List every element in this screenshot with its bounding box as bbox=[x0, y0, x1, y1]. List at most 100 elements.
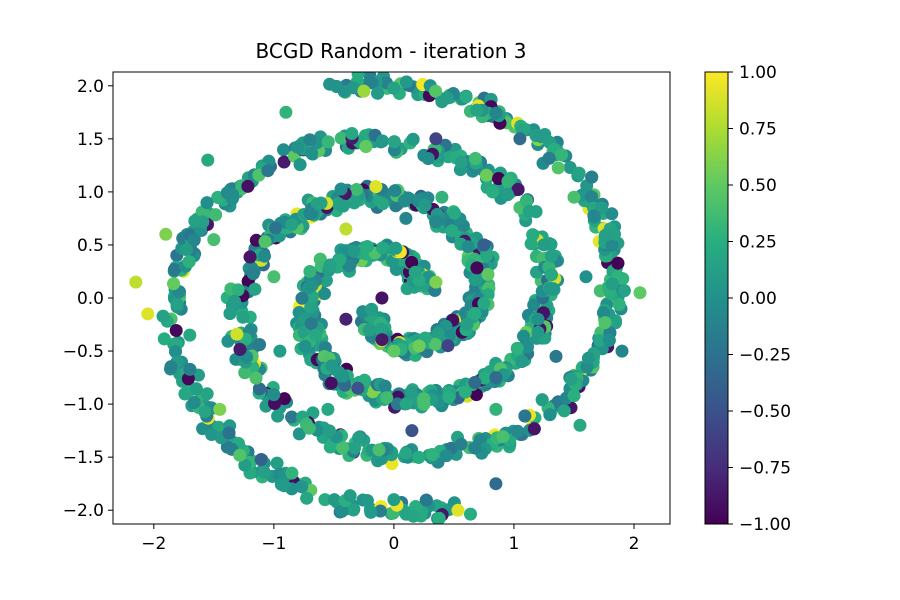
scatter-point bbox=[527, 422, 541, 436]
scatter-point bbox=[350, 183, 364, 196]
scatter-point bbox=[221, 334, 235, 348]
scatter-point bbox=[468, 307, 482, 320]
scatter-point bbox=[478, 371, 491, 385]
scatter-point bbox=[605, 238, 619, 252]
scatter-point bbox=[605, 207, 619, 221]
scatter-point bbox=[593, 333, 607, 347]
scatter-point bbox=[261, 164, 275, 178]
scatter-point bbox=[357, 84, 371, 98]
scatter-point bbox=[428, 337, 442, 351]
scatter-point bbox=[531, 325, 545, 339]
scatter-point bbox=[468, 152, 482, 165]
scatter-point bbox=[369, 180, 383, 194]
scatter-point bbox=[432, 511, 446, 524]
scatter-point bbox=[200, 387, 214, 401]
scatter-point bbox=[598, 228, 612, 242]
y-tick-label: −1.0 bbox=[63, 395, 104, 415]
scatter-point bbox=[365, 76, 379, 90]
scatter-point bbox=[141, 307, 155, 321]
scatter-point bbox=[270, 456, 284, 470]
scatter-point bbox=[277, 392, 291, 406]
y-tick-label: 0.0 bbox=[77, 289, 104, 309]
scatter-point bbox=[470, 103, 484, 117]
scatter-point bbox=[330, 80, 344, 93]
scatter-point bbox=[364, 505, 378, 519]
scatter-point bbox=[300, 491, 314, 505]
scatter-point bbox=[534, 130, 548, 144]
scatter-point bbox=[579, 270, 593, 284]
scatter-point bbox=[343, 489, 357, 503]
scatter-point bbox=[318, 493, 332, 507]
scatter-point bbox=[489, 106, 503, 120]
scatter-point bbox=[347, 196, 361, 210]
scatter-point bbox=[238, 366, 252, 380]
scatter-point bbox=[375, 333, 389, 347]
scatter-point bbox=[608, 316, 622, 330]
scatter-point bbox=[585, 170, 599, 184]
scatter-point bbox=[597, 306, 610, 320]
scatter-point bbox=[501, 188, 515, 202]
scatter-point bbox=[448, 206, 461, 220]
scatter-point bbox=[378, 379, 392, 393]
scatter-point bbox=[178, 387, 192, 401]
scatter-point bbox=[267, 270, 281, 284]
scatter-point bbox=[291, 140, 305, 154]
scatter-point bbox=[365, 302, 379, 316]
scatter-point bbox=[333, 253, 347, 267]
scatter-point bbox=[567, 389, 581, 403]
scatter-point bbox=[405, 424, 419, 438]
scatter-point bbox=[399, 446, 413, 460]
scatter-point bbox=[582, 351, 595, 365]
scatter-point bbox=[169, 345, 182, 358]
scatter-point bbox=[228, 294, 241, 308]
scatter-point bbox=[557, 404, 571, 418]
scatter-point bbox=[454, 155, 468, 169]
scatter-point bbox=[222, 426, 236, 440]
scatter-point bbox=[334, 131, 348, 145]
scatter-point bbox=[347, 503, 360, 517]
scatter-point bbox=[431, 327, 445, 340]
scatter-point bbox=[298, 339, 312, 353]
scatter-point bbox=[257, 249, 271, 263]
scatter-point bbox=[252, 382, 266, 396]
scatter-point bbox=[285, 218, 299, 232]
scatter-point bbox=[360, 494, 374, 508]
scatter-points bbox=[129, 72, 647, 524]
scatter-point bbox=[352, 431, 366, 445]
scatter-point bbox=[295, 480, 309, 494]
colorbar-tick-label: 0.00 bbox=[739, 289, 777, 309]
scatter-point bbox=[241, 179, 255, 193]
scatter-point bbox=[461, 240, 475, 254]
scatter-point bbox=[520, 340, 534, 354]
scatter-point bbox=[460, 317, 474, 331]
scatter-point bbox=[501, 174, 515, 188]
scatter-point bbox=[406, 132, 420, 146]
scatter-point bbox=[535, 393, 549, 407]
scatter-point bbox=[468, 441, 482, 455]
scatter-point bbox=[258, 235, 272, 249]
y-tick-label: −0.5 bbox=[63, 342, 104, 362]
scatter-point bbox=[442, 390, 456, 404]
scatter-point bbox=[399, 211, 413, 225]
colorbar-tick-label: 1.00 bbox=[739, 63, 777, 83]
scatter-point bbox=[371, 86, 385, 100]
scatter-point bbox=[231, 283, 245, 297]
scatter-point bbox=[169, 324, 183, 337]
scatter-point bbox=[285, 410, 299, 424]
scatter-point bbox=[615, 344, 629, 358]
scatter-point bbox=[549, 349, 563, 363]
scatter-point bbox=[292, 427, 306, 441]
scatter-point bbox=[518, 409, 532, 423]
scatter-point bbox=[573, 418, 587, 432]
scatter-point bbox=[129, 275, 143, 289]
scatter-point bbox=[469, 388, 483, 402]
scatter-point bbox=[585, 190, 598, 204]
scatter-point bbox=[254, 453, 268, 467]
scatter-point bbox=[187, 396, 201, 410]
scatter-point bbox=[157, 332, 171, 346]
scatter-point bbox=[187, 233, 201, 247]
x-axis: −2 −1 0 1 2 bbox=[141, 524, 639, 554]
scatter-point bbox=[246, 267, 260, 281]
scatter-point bbox=[220, 186, 234, 200]
